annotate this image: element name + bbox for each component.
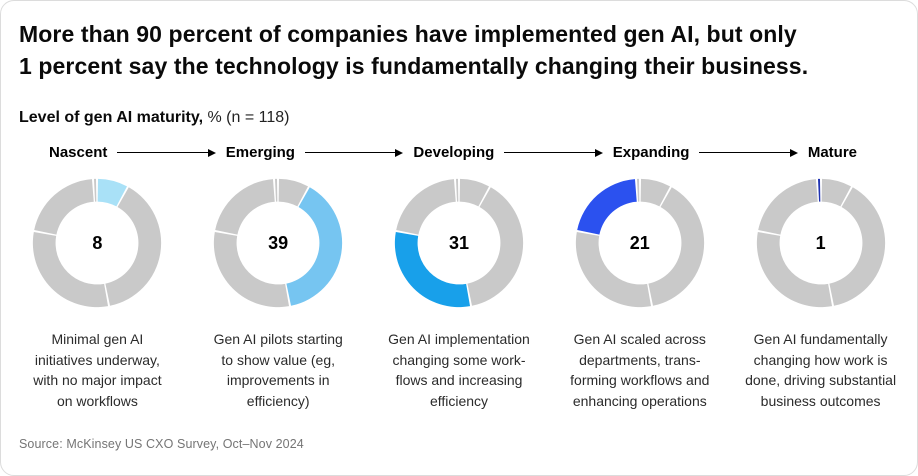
stage-description-nascent: Minimal gen AI initiatives underway, wit… xyxy=(33,331,162,409)
donut-chart-developing: 31 xyxy=(381,169,538,317)
donut-chart-emerging: 39 xyxy=(200,169,357,317)
arrow-line xyxy=(117,152,208,154)
donut-segment-emerging xyxy=(648,187,704,306)
arrow-right-icon xyxy=(207,148,216,157)
stage-header-row: Nascent Emerging Developing Expanding Ma… xyxy=(19,144,899,161)
exhibit-title: More than 90 percent of companies have i… xyxy=(19,21,809,79)
arrow-right-icon xyxy=(395,148,404,157)
donut-segment-expanding xyxy=(396,179,456,235)
stage-arrow xyxy=(699,148,798,157)
donut-segment-expanding xyxy=(757,179,818,235)
stage-description-expanding: Gen AI scaled across departments, trans-… xyxy=(570,331,710,409)
stage-arrow xyxy=(304,148,404,157)
donut-segment-expanding xyxy=(215,179,275,235)
donut-segment-nascent xyxy=(98,179,128,207)
donut-row: 8 39 31 21 1 xyxy=(19,169,899,317)
donut-ring xyxy=(33,179,162,308)
stage-label-expanding: Expanding xyxy=(612,144,690,162)
donut-segment-mature xyxy=(817,179,820,202)
donut-chart-nascent: 8 xyxy=(19,169,176,317)
donut-segment-mature xyxy=(455,179,459,202)
donut-segment-expanding xyxy=(576,179,637,235)
stage-description-emerging: Gen AI pilots starting to show value (eg… xyxy=(213,331,343,409)
chart-subtitle-bold: Level of gen AI maturity, xyxy=(19,109,204,126)
donut-segment-developing xyxy=(214,232,290,308)
stage-arrow xyxy=(117,148,216,157)
donut-segment-mature xyxy=(275,179,278,202)
donut-segment-developing xyxy=(33,232,109,308)
donut-segment-developing xyxy=(756,232,832,308)
stage-label-mature: Mature xyxy=(807,144,858,162)
donut-segment-mature xyxy=(636,179,640,202)
arrow-right-icon xyxy=(594,148,603,157)
donut-segment-developing xyxy=(394,232,471,308)
source-note: Source: McKinsey US CXO Survey, Oct–Nov … xyxy=(19,436,304,451)
donut-segment-nascent xyxy=(459,179,489,207)
donut-segment-emerging xyxy=(467,187,524,306)
donut-ring xyxy=(214,179,343,308)
donut-segment-expanding xyxy=(34,179,95,235)
donut-segment-emerging xyxy=(829,187,885,306)
description-row: Minimal gen AI initiatives underway, wit… xyxy=(19,329,899,411)
chart-subtitle: Level of gen AI maturity, % (n = 118) xyxy=(19,108,899,127)
donut-chart-mature: 1 xyxy=(742,169,899,317)
donut-segment-nascent xyxy=(640,179,670,207)
chart-subtitle-note: % (n = 118) xyxy=(203,109,290,126)
stage-description-developing: Gen AI implementation changing some work… xyxy=(388,331,530,409)
arrow-line xyxy=(304,152,396,154)
donut-chart-expanding: 21 xyxy=(561,169,718,317)
donut-segment-developing xyxy=(575,232,651,308)
donut-segment-nascent xyxy=(821,179,851,207)
stage-description-mature: Gen AI fundamentally changing how work i… xyxy=(745,331,897,409)
arrow-right-icon xyxy=(789,148,798,157)
donut-segment-nascent xyxy=(278,179,309,207)
arrow-line xyxy=(504,152,595,154)
donut-segment-emerging xyxy=(286,187,343,306)
stage-arrow xyxy=(504,148,603,157)
stage-label-developing: Developing xyxy=(413,144,495,162)
donut-ring xyxy=(575,179,704,308)
donut-segment-emerging xyxy=(105,187,162,306)
donut-segment-mature xyxy=(94,179,97,202)
donut-ring xyxy=(394,179,524,308)
stage-label-emerging: Emerging xyxy=(225,144,295,162)
arrow-line xyxy=(699,152,790,154)
donut-ring xyxy=(756,179,885,308)
stage-label-nascent: Nascent xyxy=(49,144,108,162)
